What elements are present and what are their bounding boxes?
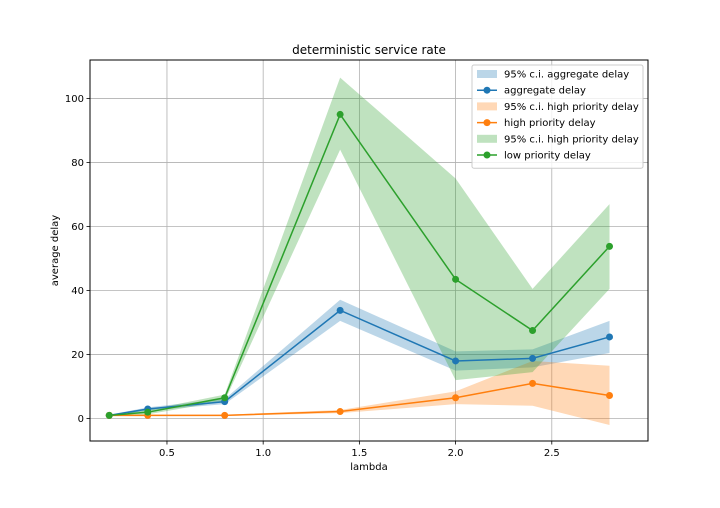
y-tick-label: 80 — [71, 158, 84, 169]
data-point-high-priority-delay — [452, 394, 460, 402]
ci-band-low-priority-delay — [109, 77, 610, 417]
data-point-high-priority-delay — [529, 379, 537, 387]
plot-frame — [89, 59, 649, 442]
data-point-aggregate-delay — [529, 354, 537, 362]
y-axis-label: average delay — [50, 215, 61, 287]
legend-label: aggregate delay — [504, 86, 586, 97]
legend-box — [471, 64, 644, 169]
data-point-low-priority-delay — [529, 327, 537, 335]
y-tick-label: 0 — [78, 414, 84, 425]
legend-swatch-marker — [483, 86, 491, 94]
legend-swatch-band — [477, 102, 497, 111]
y-tick-label: 20 — [71, 350, 84, 361]
y-tick-label: 100 — [65, 94, 84, 105]
data-point-low-priority-delay — [606, 242, 614, 250]
legend-label: 95% c.i. aggregate delay — [504, 70, 629, 81]
data-point-high-priority-delay — [221, 411, 229, 419]
data-point-aggregate-delay — [606, 333, 614, 341]
x-tick-label: 1.0 — [255, 448, 271, 459]
x-tick-label: 2.0 — [448, 448, 464, 459]
legend-label: low priority delay — [504, 151, 591, 162]
legend-swatch-band — [477, 134, 497, 143]
ci-band-aggregate-delay — [109, 299, 610, 417]
legend-swatch-marker — [483, 119, 491, 127]
legend-swatch-band — [477, 70, 497, 78]
legend-label: high priority delay — [504, 118, 596, 129]
x-tick-label: 1.5 — [351, 448, 367, 459]
data-point-high-priority-delay — [606, 392, 614, 400]
data-point-aggregate-delay — [452, 357, 460, 365]
data-point-high-priority-delay — [336, 408, 344, 416]
y-tick-label: 40 — [71, 286, 84, 297]
data-point-low-priority-delay — [221, 394, 229, 402]
x-tick-label: 0.5 — [159, 448, 175, 459]
data-point-aggregate-delay — [336, 306, 344, 314]
data-point-low-priority-delay — [336, 110, 344, 118]
x-tick-label: 2.5 — [544, 448, 560, 459]
legend-label: 95% c.i. high priority delay — [504, 102, 639, 113]
legend-label: 95% c.i. high priority delay — [504, 134, 639, 145]
x-axis-label: lambda — [350, 462, 387, 473]
legend-swatch-marker — [483, 151, 491, 159]
y-tick-label: 60 — [71, 222, 84, 233]
data-point-low-priority-delay — [144, 408, 152, 416]
data-point-low-priority-delay — [105, 411, 113, 419]
chart-title: deterministic service rate — [292, 43, 446, 57]
data-point-low-priority-delay — [452, 275, 460, 283]
legend: 95% c.i. aggregate delay aggregate delay 9… — [471, 64, 644, 169]
ci-band-high-priority-delay — [109, 360, 610, 425]
